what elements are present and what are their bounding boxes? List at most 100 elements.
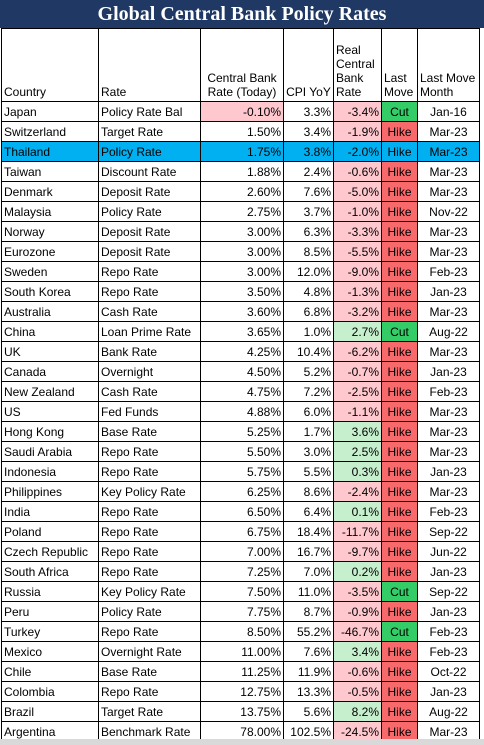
cell-rate: Discount Rate bbox=[98, 161, 201, 182]
cell-cb-rate: 13.75% bbox=[200, 701, 284, 722]
cell-last-move: Hike bbox=[381, 541, 418, 562]
cell-rate: Cash Rate bbox=[98, 301, 201, 322]
table-row[interactable]: Indonesia Repo Rate 5.75% 5.5% 0.3% Hike Jan-2… bbox=[1, 461, 480, 482]
table-row[interactable]: Sweden Repo Rate 3.00% 12.0% -9.0% Hike Feb-23 bbox=[1, 261, 480, 282]
cell-last-move-month: Jan-23 bbox=[417, 361, 480, 382]
table-row[interactable]: Thailand Policy Rate 1.75% 3.8% -2.0% Hike Mar… bbox=[1, 141, 480, 162]
table-row[interactable]: China Loan Prime Rate 3.65% 1.0% 2.7% Cut Aug-… bbox=[1, 321, 480, 342]
table-row[interactable]: Denmark Deposit Rate 2.60% 7.6% -5.0% Hike Mar… bbox=[1, 181, 480, 202]
cell-last-move-month: Feb-23 bbox=[417, 621, 480, 642]
cell-last-move: Cut bbox=[381, 581, 418, 602]
table-row[interactable]: India Repo Rate 6.50% 6.4% 0.1% Hike Feb-23 bbox=[1, 501, 480, 522]
cell-cpi: 13.3% bbox=[283, 681, 334, 702]
table-row[interactable]: South Africa Repo Rate 7.25% 7.0% 0.2% Hike Ja… bbox=[1, 561, 480, 582]
table-row[interactable]: Czech Republic Repo Rate 7.00% 16.7% -9.7% Hi… bbox=[1, 541, 480, 562]
cell-last-move: Hike bbox=[381, 441, 418, 462]
cell-real-rate: 0.2% bbox=[333, 561, 382, 582]
cell-real-rate: -3.4% bbox=[333, 101, 382, 122]
cell-real-rate: 2.5% bbox=[333, 441, 382, 462]
table-row[interactable]: Norway Deposit Rate 3.00% 6.3% -3.3% Hike Mar-… bbox=[1, 221, 480, 242]
cell-rate: Policy Rate bbox=[98, 601, 201, 622]
cell-real-rate: 0.1% bbox=[333, 501, 382, 522]
cell-last-move: Hike bbox=[381, 341, 418, 362]
cell-cb-rate: 12.75% bbox=[200, 681, 284, 702]
table-row[interactable]: Taiwan Discount Rate 1.88% 2.4% -0.6% Hike Mar… bbox=[1, 161, 480, 182]
table-row[interactable]: Canada Overnight 4.50% 5.2% -0.7% Hike Jan-23 bbox=[1, 361, 480, 382]
header-last-move[interactable]: Last Move bbox=[381, 28, 418, 102]
cell-country: Colombia bbox=[1, 681, 99, 702]
table-row[interactable]: Philippines Key Policy Rate 6.25% 8.6% -2.4%… bbox=[1, 481, 480, 502]
cell-last-move-month: Jan-23 bbox=[417, 601, 480, 622]
cell-rate: Repo Rate bbox=[98, 541, 201, 562]
table-row[interactable]: Australia Cash Rate 3.60% 6.8% -3.2% Hike Mar-… bbox=[1, 301, 480, 322]
cell-country: Hong Kong bbox=[1, 421, 99, 442]
table-row[interactable]: Japan Policy Rate Bal -0.10% 3.3% -3.4% Cut Ja… bbox=[1, 101, 480, 122]
table-row[interactable]: Saudi Arabia Repo Rate 5.50% 3.0% 2.5% Hike Ma… bbox=[1, 441, 480, 462]
header-cb-rate[interactable]: Central Bank Rate (Today) bbox=[200, 28, 284, 102]
cell-country: Indonesia bbox=[1, 461, 99, 482]
cell-last-move-month: Oct-22 bbox=[417, 661, 480, 682]
header-last-move-month[interactable]: Last Move Month bbox=[417, 28, 480, 102]
table-row[interactable]: Mexico Overnight Rate 11.00% 7.6% 3.4% Hike Fe… bbox=[1, 641, 480, 662]
cell-rate: Repo Rate bbox=[98, 261, 201, 282]
cell-real-rate: 0.3% bbox=[333, 461, 382, 482]
header-rate[interactable]: Rate bbox=[98, 28, 201, 102]
table-row[interactable]: Switzerland Target Rate 1.50% 3.4% -1.9% Hike… bbox=[1, 121, 480, 142]
cell-real-rate: -9.7% bbox=[333, 541, 382, 562]
table-row[interactable]: Hong Kong Base Rate 5.25% 1.7% 3.6% Hike Mar-2… bbox=[1, 421, 480, 442]
cell-last-move: Hike bbox=[381, 301, 418, 322]
cell-cpi: 3.0% bbox=[283, 441, 334, 462]
policy-rates-table: Country Rate Central Bank Rate (Today) C… bbox=[1, 28, 480, 742]
cell-last-move: Cut bbox=[381, 621, 418, 642]
table-row[interactable]: UK Bank Rate 4.25% 10.4% -6.2% Hike Mar-23 bbox=[1, 341, 480, 362]
cell-cpi: 1.7% bbox=[283, 421, 334, 442]
cell-real-rate: -0.5% bbox=[333, 681, 382, 702]
cell-country: Switzerland bbox=[1, 121, 99, 142]
table-row[interactable]: Argentina Benchmark Rate 78.00% 102.5% -24.5… bbox=[1, 721, 480, 742]
cell-rate: Base Rate bbox=[98, 421, 201, 442]
table-row[interactable]: South Korea Repo Rate 3.50% 4.8% -1.3% Hike Ja… bbox=[1, 281, 480, 302]
header-real-rate[interactable]: Real Central Bank Rate bbox=[333, 28, 382, 102]
cell-cpi: 3.7% bbox=[283, 201, 334, 222]
cell-last-move-month: Mar-23 bbox=[417, 421, 480, 442]
cell-real-rate: 3.6% bbox=[333, 421, 382, 442]
cell-rate: Repo Rate bbox=[98, 681, 201, 702]
cell-cpi: 5.2% bbox=[283, 361, 334, 382]
cell-cb-rate: 7.25% bbox=[200, 561, 284, 582]
cell-real-rate: 3.4% bbox=[333, 641, 382, 662]
cell-cb-rate: 8.50% bbox=[200, 621, 284, 642]
table-row[interactable]: Chile Base Rate 11.25% 11.9% -0.6% Hike Oct-22 bbox=[1, 661, 480, 682]
cell-last-move-month: Mar-23 bbox=[417, 301, 480, 322]
cell-last-move-month: Aug-22 bbox=[417, 701, 480, 722]
table-row[interactable]: Peru Policy Rate 7.75% 8.7% -0.9% Hike Jan-23 bbox=[1, 601, 480, 622]
cell-rate: Policy Rate bbox=[98, 141, 201, 162]
header-country[interactable]: Country bbox=[1, 28, 99, 102]
cell-cb-rate: 6.75% bbox=[200, 521, 284, 542]
cell-last-move: Hike bbox=[381, 681, 418, 702]
table-row[interactable]: Malaysia Policy Rate 2.75% 3.7% -1.0% Hike Nov… bbox=[1, 201, 480, 222]
cell-rate: Target Rate bbox=[98, 701, 201, 722]
cell-rate: Key Policy Rate bbox=[98, 581, 201, 602]
cell-last-move: Hike bbox=[381, 461, 418, 482]
header-cpi[interactable]: CPI YoY bbox=[283, 28, 334, 102]
table-row[interactable]: Turkey Repo Rate 8.50% 55.2% -46.7% Cut Feb-23 bbox=[1, 621, 480, 642]
cell-cpi: 6.0% bbox=[283, 401, 334, 422]
cell-real-rate: -0.7% bbox=[333, 361, 382, 382]
cell-country: Chile bbox=[1, 661, 99, 682]
cell-cb-rate: -0.10% bbox=[200, 101, 284, 122]
cell-rate: Policy Rate bbox=[98, 201, 201, 222]
table-row[interactable]: Colombia Repo Rate 12.75% 13.3% -0.5% Hike Jan… bbox=[1, 681, 480, 702]
cell-last-move-month: Jun-22 bbox=[417, 541, 480, 562]
cell-country: Mexico bbox=[1, 641, 99, 662]
cell-last-move-month: Mar-23 bbox=[417, 121, 480, 142]
table-row[interactable]: Russia Key Policy Rate 7.50% 11.0% -3.5% Cut S… bbox=[1, 581, 480, 602]
table-row[interactable]: Eurozone Deposit Rate 3.00% 8.5% -5.5% Hike Ma… bbox=[1, 241, 480, 262]
cell-last-move: Hike bbox=[381, 521, 418, 542]
cell-cpi: 6.8% bbox=[283, 301, 334, 322]
cell-cb-rate: 11.00% bbox=[200, 641, 284, 662]
table-row[interactable]: Poland Repo Rate 6.75% 18.4% -11.7% Hike Sep-2… bbox=[1, 521, 480, 542]
table-row[interactable]: Brazil Target Rate 13.75% 5.6% 8.2% Hike Aug-2… bbox=[1, 701, 480, 722]
table-row[interactable]: New Zealand Cash Rate 4.75% 7.2% -2.5% Hike Fe… bbox=[1, 381, 480, 402]
cell-cb-rate: 5.25% bbox=[200, 421, 284, 442]
table-row[interactable]: US Fed Funds 4.88% 6.0% -1.1% Hike Mar-23 bbox=[1, 401, 480, 422]
